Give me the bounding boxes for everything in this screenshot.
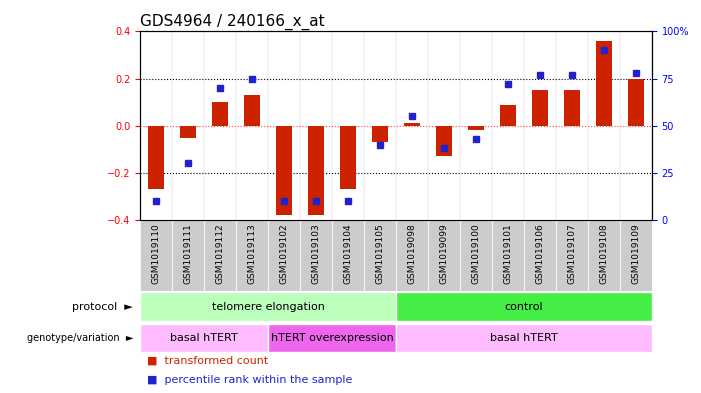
Text: control: control [505,301,543,312]
Bar [268,220,300,291]
Text: telomere elongation: telomere elongation [212,301,325,312]
Bar [524,220,556,291]
Bar [628,79,644,126]
Bar [436,126,452,156]
Text: GSM1019110: GSM1019110 [151,224,161,285]
Text: GSM1019108: GSM1019108 [599,224,608,285]
Bar [268,324,396,352]
Text: GSM1019099: GSM1019099 [440,224,449,285]
Text: GSM1019112: GSM1019112 [216,224,224,284]
Bar [364,220,396,291]
Bar [564,90,580,126]
Bar [396,220,428,291]
Bar [404,123,420,126]
Bar [308,126,324,215]
Bar [180,126,196,138]
Text: GSM1019104: GSM1019104 [343,224,353,284]
Bar [396,292,652,321]
Text: GSM1019107: GSM1019107 [568,224,576,285]
Text: GSM1019111: GSM1019111 [184,224,193,285]
Bar [396,324,652,352]
Text: GSM1019105: GSM1019105 [376,224,385,285]
Text: GSM1019098: GSM1019098 [407,224,416,285]
Text: GDS4964 / 240166_x_at: GDS4964 / 240166_x_at [140,14,325,30]
Bar [340,126,356,189]
Bar [332,220,364,291]
Text: basal hTERT: basal hTERT [170,333,238,343]
Bar [276,126,292,215]
Text: genotype/variation  ►: genotype/variation ► [27,333,133,343]
Text: GSM1019113: GSM1019113 [247,224,257,285]
Text: hTERT overexpression: hTERT overexpression [271,333,393,343]
Text: protocol  ►: protocol ► [72,301,133,312]
Text: GSM1019109: GSM1019109 [632,224,641,285]
Bar [204,220,236,291]
Bar [244,95,260,126]
Text: GSM1019100: GSM1019100 [472,224,480,285]
Bar [372,126,388,142]
Text: ■  transformed count: ■ transformed count [147,356,268,365]
Text: GSM1019101: GSM1019101 [503,224,512,285]
Bar [532,90,548,126]
Text: basal hTERT: basal hTERT [490,333,558,343]
Text: GSM1019106: GSM1019106 [536,224,545,285]
Bar [500,105,516,126]
Bar [460,220,492,291]
Bar [140,292,396,321]
Text: ■  percentile rank within the sample: ■ percentile rank within the sample [147,375,353,385]
Bar [140,324,268,352]
Bar [140,220,172,291]
Bar [428,220,460,291]
Bar [172,220,204,291]
Bar [212,102,228,126]
Bar [492,220,524,291]
Bar [620,220,652,291]
Bar [468,126,484,130]
Bar [300,220,332,291]
Text: GSM1019103: GSM1019103 [312,224,320,285]
Text: GSM1019102: GSM1019102 [280,224,289,284]
Bar [148,126,164,189]
Bar [596,41,612,126]
Bar [588,220,620,291]
Bar [556,220,588,291]
Bar [236,220,268,291]
